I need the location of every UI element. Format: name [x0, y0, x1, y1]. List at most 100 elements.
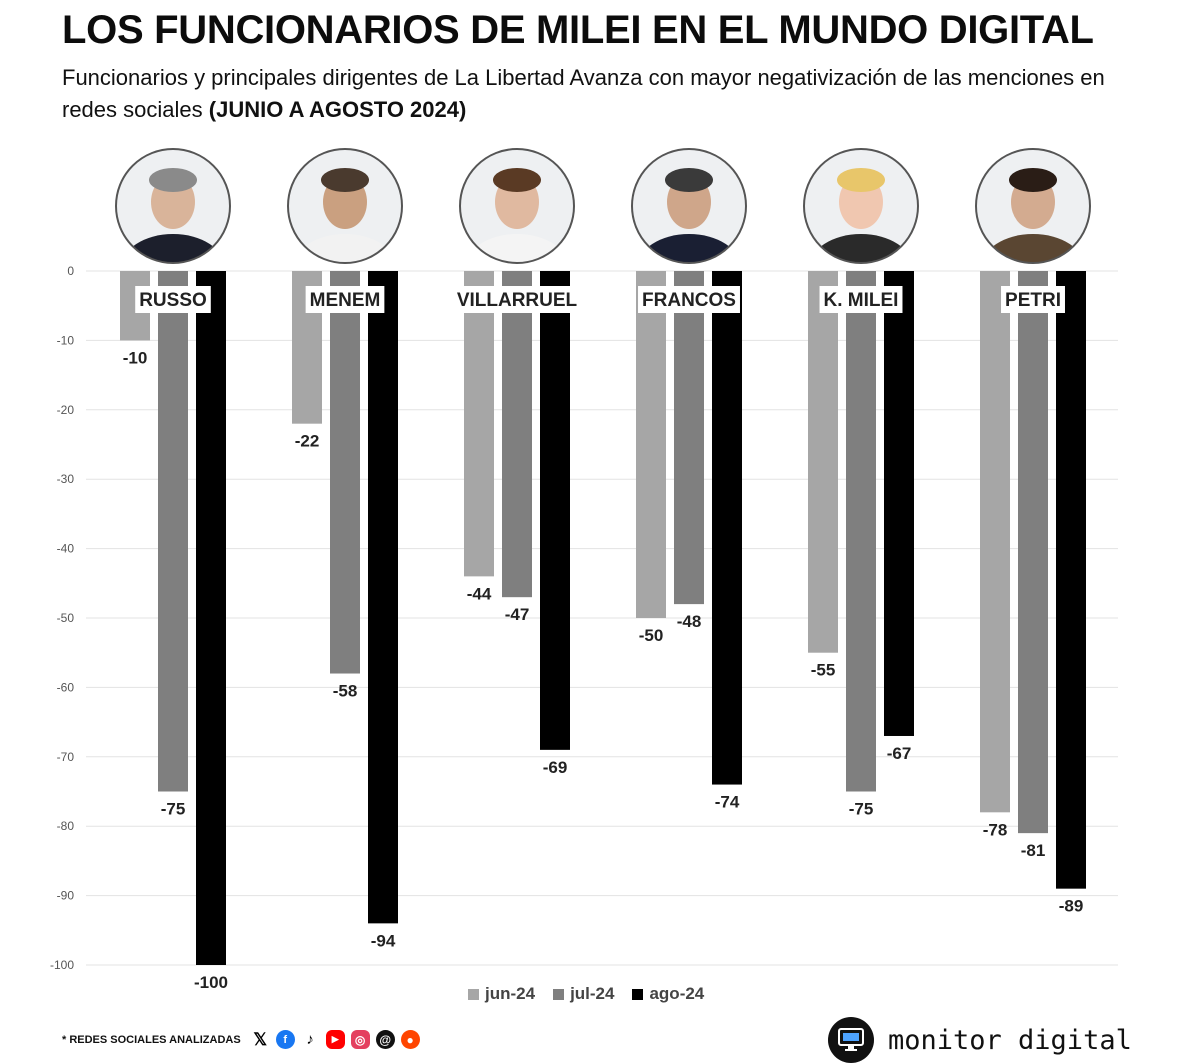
chart-subtitle: Funcionarios y principales dirigentes de…	[62, 62, 1142, 126]
y-tick-label: -10	[57, 333, 75, 347]
tiktok-icon: ♪	[300, 1030, 320, 1049]
bar	[502, 271, 532, 598]
legend: jun-24 jul-24 ago-24	[468, 984, 704, 1004]
category-label-box	[135, 286, 211, 313]
bar	[636, 271, 666, 618]
chart-title: LOS FUNCIONARIOS DE MILEI EN EL MUNDO DI…	[62, 8, 1094, 52]
data-label: -75	[161, 800, 186, 819]
legend-swatch-jun	[468, 988, 479, 1000]
bar	[1018, 271, 1048, 834]
data-label: -100	[194, 973, 228, 992]
data-label: -55	[811, 661, 836, 680]
footnote: * REDES SOCIALES ANALIZADAS	[62, 1033, 241, 1046]
avatar-ring	[803, 148, 919, 264]
avatar-ring	[287, 148, 403, 264]
avatar-ring	[459, 148, 575, 264]
instagram-icon: ◎	[350, 1030, 370, 1049]
data-label: -81	[1021, 841, 1046, 860]
category-label: PETRI	[1005, 290, 1061, 311]
category-label-box	[305, 286, 385, 313]
avatar-shoulders	[121, 234, 225, 263]
category-label-box	[1001, 286, 1065, 313]
data-label: -58	[333, 682, 358, 701]
bar	[368, 271, 398, 924]
subtitle-period: (JUNIO A AGOSTO 2024)	[208, 97, 467, 122]
y-tick-label: -90	[57, 889, 75, 903]
legend-item-ago: ago-24	[632, 984, 704, 1004]
avatar-portrait	[293, 168, 397, 263]
bar	[884, 271, 914, 736]
avatar-hair	[837, 168, 885, 192]
legend-label-ago: ago-24	[649, 984, 705, 1003]
avatar-ring	[975, 148, 1091, 264]
avatar-ring	[115, 148, 231, 264]
avatar-shoulders	[293, 234, 397, 263]
legend-swatch-jul	[553, 988, 565, 1000]
avatar-hair	[665, 168, 713, 192]
legend-item-jun: jun-24	[468, 984, 535, 1004]
bar	[980, 271, 1010, 813]
avatar-shoulders	[809, 234, 913, 263]
threads-icon: @	[375, 1030, 395, 1049]
y-tick-label: -30	[57, 472, 75, 486]
avatar-hair	[321, 168, 369, 192]
subtitle-text: Funcionarios y principales dirigentes de…	[62, 65, 1105, 122]
data-label: -44	[467, 584, 492, 603]
data-label: -48	[677, 612, 702, 631]
bar	[196, 271, 226, 965]
social-networks-footer: * REDES SOCIALES ANALIZADAS 𝕏 f ♪ ▶ ◎ @ …	[62, 1030, 420, 1049]
data-label: -74	[715, 793, 740, 812]
y-tick-label: -60	[57, 680, 75, 694]
bar-chart: 0 -10 -20 -30 -40 -50 -60 -70 -80 -90 -100 -10 -75 -1…	[50, 148, 1118, 992]
avatar-portrait	[981, 168, 1085, 263]
avatar-portrait	[809, 168, 913, 263]
data-label: -69	[543, 758, 568, 777]
avatar-hair	[149, 168, 197, 192]
avatar-shoulders	[465, 234, 569, 263]
y-tick-label: -100	[50, 958, 74, 972]
bar	[464, 271, 494, 577]
facebook-icon: f	[275, 1030, 295, 1049]
legend-label-jun: jun-24	[485, 984, 536, 1003]
reddit-icon: ●	[400, 1030, 420, 1049]
data-label: -10	[123, 348, 148, 367]
data-label: -78	[983, 820, 1008, 839]
bar	[540, 271, 570, 750]
bar	[158, 271, 188, 792]
brand: monitor digital	[828, 1017, 1132, 1063]
category-label-box	[638, 286, 740, 313]
avatar-portrait	[121, 168, 225, 263]
bar	[712, 271, 742, 785]
avatar-ring	[631, 148, 747, 264]
category-label-box	[452, 286, 582, 313]
y-tick-label: 0	[67, 264, 74, 278]
category-label-box	[819, 286, 903, 313]
monitor-icon	[828, 1017, 874, 1063]
data-label: -50	[639, 626, 664, 645]
bar	[1056, 271, 1086, 889]
y-tick-label: -80	[57, 819, 75, 833]
bar	[846, 271, 876, 792]
category-label: K. MILEI	[824, 290, 899, 311]
y-tick-label: -20	[57, 403, 75, 417]
data-label: -94	[371, 931, 396, 950]
data-label: -75	[849, 800, 874, 819]
legend-label-jul: jul-24	[570, 984, 615, 1003]
avatar-hair	[493, 168, 541, 192]
x-icon: 𝕏	[250, 1030, 270, 1049]
legend-swatch-ago	[632, 988, 644, 1000]
bar	[330, 271, 360, 674]
avatar-shoulders	[981, 234, 1085, 263]
avatar-portrait	[465, 168, 569, 263]
category-label: VILLARRUEL	[457, 290, 578, 311]
bar	[808, 271, 838, 653]
y-tick-label: -40	[57, 542, 75, 556]
brand-name: monitor digital	[888, 1024, 1132, 1056]
avatar-portrait	[637, 168, 741, 263]
avatar-shoulders	[637, 234, 741, 263]
category-label: MENEM	[310, 290, 381, 311]
youtube-icon: ▶	[325, 1030, 345, 1049]
bar	[674, 271, 704, 605]
data-label: -47	[505, 605, 530, 624]
y-tick-label: -70	[57, 750, 75, 764]
